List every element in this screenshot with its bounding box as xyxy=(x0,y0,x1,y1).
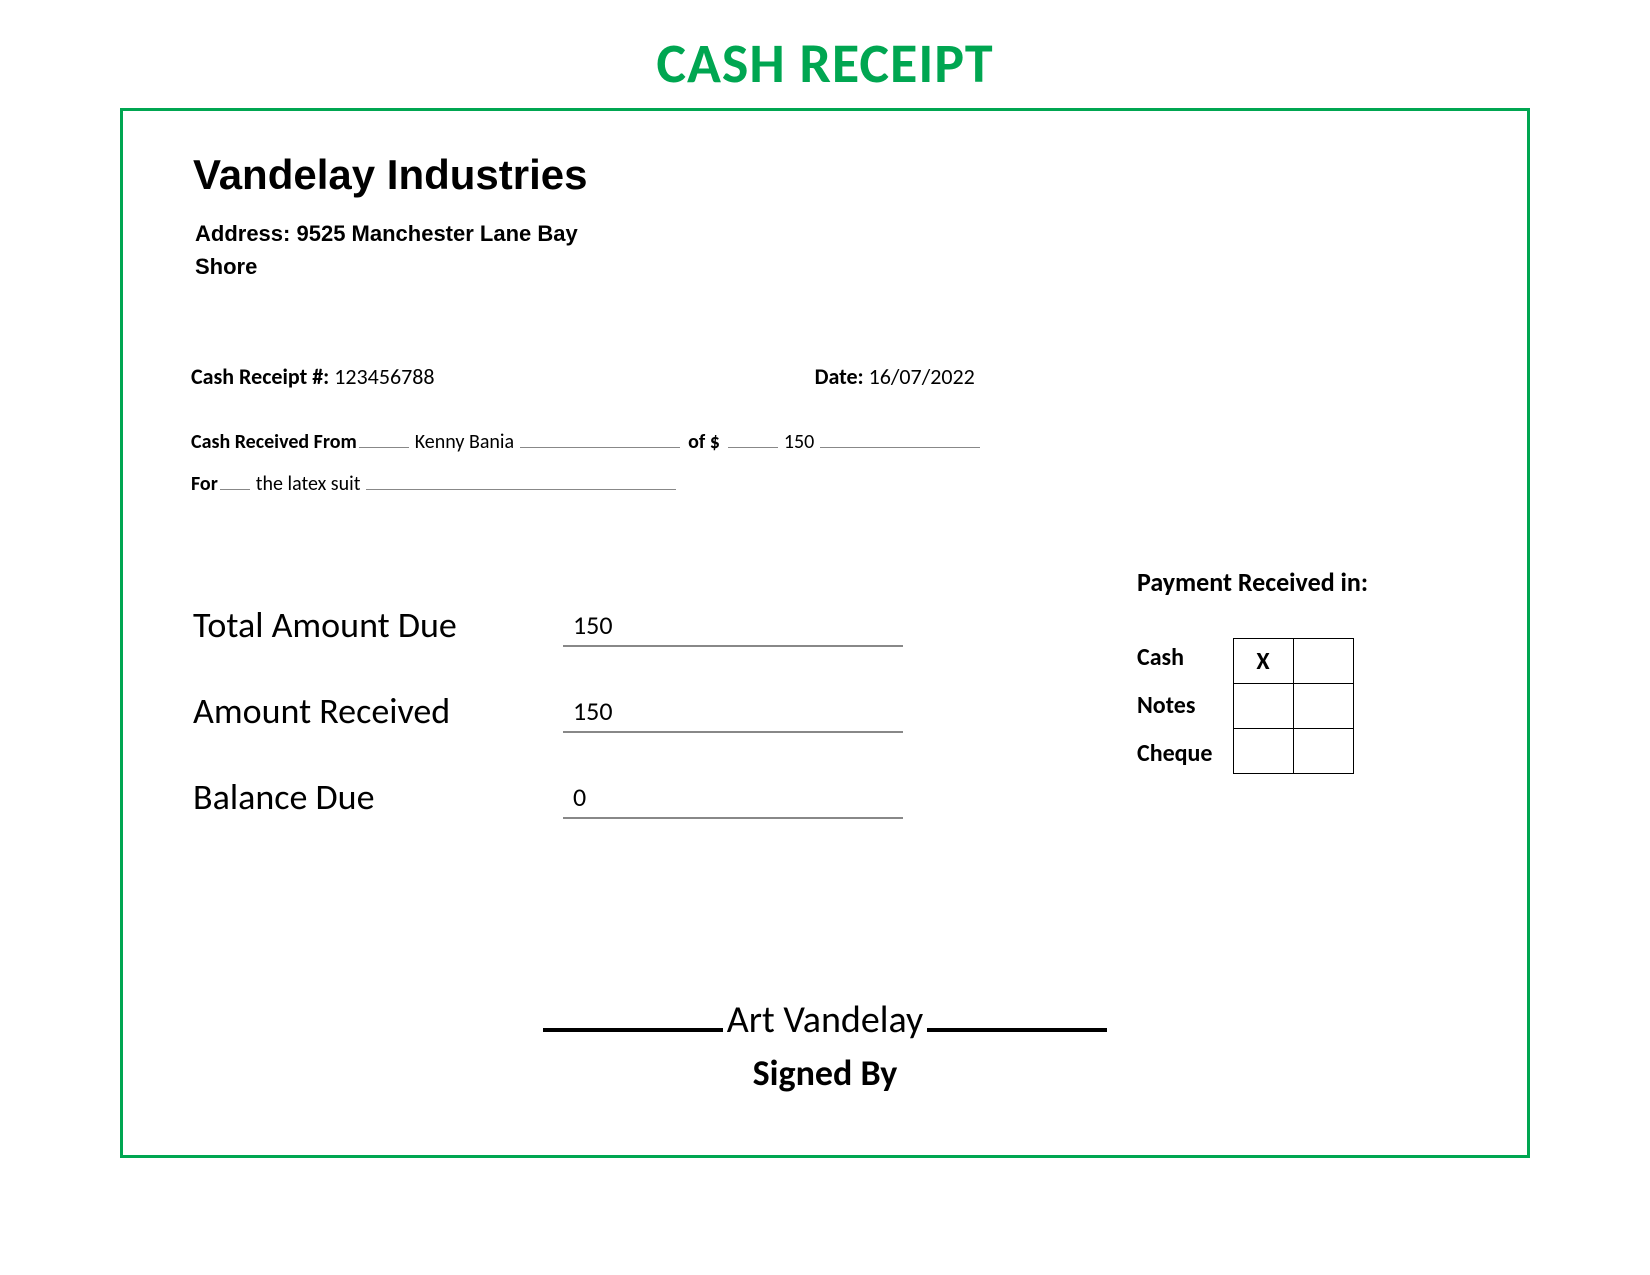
company-name: Vandelay Industries xyxy=(193,151,1467,199)
payment-notes-mark-2 xyxy=(1293,684,1353,729)
received-from-value: Kenny Bania xyxy=(411,430,518,454)
blank-line xyxy=(220,472,250,490)
balance-due-value: 0 xyxy=(563,781,903,819)
payment-method-labels: Cash Notes Cheque xyxy=(1137,638,1213,774)
blank-line xyxy=(728,430,778,448)
amount-received-row: Amount Received 150 xyxy=(193,677,903,733)
amounts-section: Total Amount Due 150 Amount Received 150… xyxy=(193,591,903,849)
payment-cash-mark-1: X xyxy=(1233,639,1293,684)
payment-checkbox-table: X xyxy=(1233,638,1354,774)
payment-method-notes: Notes xyxy=(1137,686,1213,726)
address-label: Address: xyxy=(195,221,290,246)
blank-line xyxy=(820,430,980,448)
for-value: the latex suit xyxy=(252,472,365,496)
balance-due-row: Balance Due 0 xyxy=(193,763,903,819)
payment-heading: Payment Received in: xyxy=(1137,566,1457,598)
receipt-number-label: Cash Receipt #: xyxy=(191,363,329,390)
date-value: 16/07/2022 xyxy=(869,363,975,390)
blank-line xyxy=(359,430,409,448)
amount-received-value: 150 xyxy=(563,695,903,733)
signature-line: Art Vandelay xyxy=(539,997,1111,1043)
receipt-container: Vandelay Industries Address: 9525 Manche… xyxy=(120,108,1530,1158)
signed-by-label: Signed By xyxy=(123,1051,1527,1095)
payment-cash-mark-2 xyxy=(1293,639,1353,684)
signature-blank-right xyxy=(927,1002,1107,1032)
table-row xyxy=(1233,684,1353,729)
table-row: X xyxy=(1233,639,1353,684)
received-from-row: Cash Received From Kenny Bania of $ 150 xyxy=(191,430,1467,454)
payment-grid: Cash Notes Cheque X xyxy=(1137,638,1457,774)
blank-line xyxy=(520,430,680,448)
table-row xyxy=(1233,729,1353,774)
signature-blank-left xyxy=(543,1002,723,1032)
received-from-label: Cash Received From xyxy=(191,430,357,454)
total-due-value: 150 xyxy=(563,609,903,647)
company-address: Address: 9525 Manchester Lane Bay Shore xyxy=(195,217,645,283)
payment-cheque-mark-2 xyxy=(1293,729,1353,774)
signature-name: Art Vandelay xyxy=(727,997,923,1043)
payment-notes-mark-1 xyxy=(1233,684,1293,729)
payment-method-cash: Cash xyxy=(1137,638,1213,678)
document-title: CASH RECEIPT xyxy=(0,0,1650,108)
signature-section: Art Vandelay Signed By xyxy=(123,997,1527,1095)
of-dollar-label: of $ xyxy=(688,430,720,454)
blank-line xyxy=(366,472,676,490)
meta-row: Cash Receipt #: 123456788 Date: 16/07/20… xyxy=(191,363,1467,390)
for-label: For xyxy=(191,472,218,496)
amount-received-label: Amount Received xyxy=(193,689,563,733)
total-due-row: Total Amount Due 150 xyxy=(193,591,903,647)
receipt-number-value: 123456788 xyxy=(334,363,434,390)
received-amount-value: 150 xyxy=(780,430,818,454)
receipt-number-field: Cash Receipt #: 123456788 xyxy=(191,363,435,390)
payment-section: Payment Received in: Cash Notes Cheque X xyxy=(1137,566,1457,774)
total-due-label: Total Amount Due xyxy=(193,603,563,647)
date-field: Date: 16/07/2022 xyxy=(815,363,975,390)
payment-method-cheque: Cheque xyxy=(1137,734,1213,774)
payment-cheque-mark-1 xyxy=(1233,729,1293,774)
date-label: Date: xyxy=(815,363,864,390)
for-row: For the latex suit xyxy=(191,472,1467,496)
balance-due-label: Balance Due xyxy=(193,775,563,819)
